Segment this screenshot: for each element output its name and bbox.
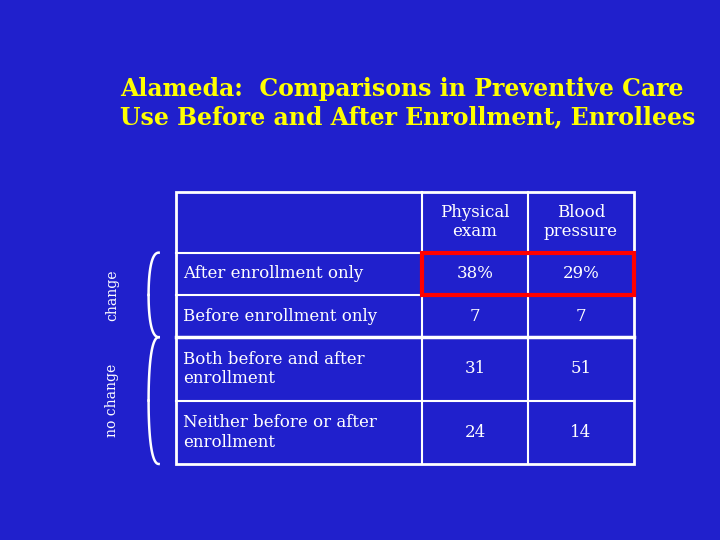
Text: 29%: 29%	[562, 265, 600, 282]
Text: 31: 31	[464, 360, 486, 377]
Text: After enrollment only: After enrollment only	[183, 265, 364, 282]
Bar	[176, 192, 634, 464]
Text: Alameda:  Comparisons in Preventive Care
Use Before and After Enrollment, Enroll: Alameda: Comparisons in Preventive Care …	[120, 77, 696, 129]
Text: Both before and after
enrollment: Both before and after enrollment	[183, 350, 365, 387]
Text: Blood
pressure: Blood pressure	[544, 204, 618, 240]
Text: 7: 7	[469, 308, 480, 325]
Text: 38%: 38%	[456, 265, 493, 282]
Text: no change: no change	[105, 364, 120, 437]
Text: change: change	[105, 269, 120, 321]
Text: 14: 14	[570, 424, 592, 441]
Text: Neither before or after
enrollment: Neither before or after enrollment	[183, 414, 377, 450]
Text: Before enrollment only: Before enrollment only	[183, 308, 377, 325]
Text: 24: 24	[464, 424, 486, 441]
Text: 7: 7	[576, 308, 586, 325]
Bar	[422, 253, 634, 295]
Text: 51: 51	[570, 360, 592, 377]
Text: Physical
exam: Physical exam	[440, 204, 510, 240]
